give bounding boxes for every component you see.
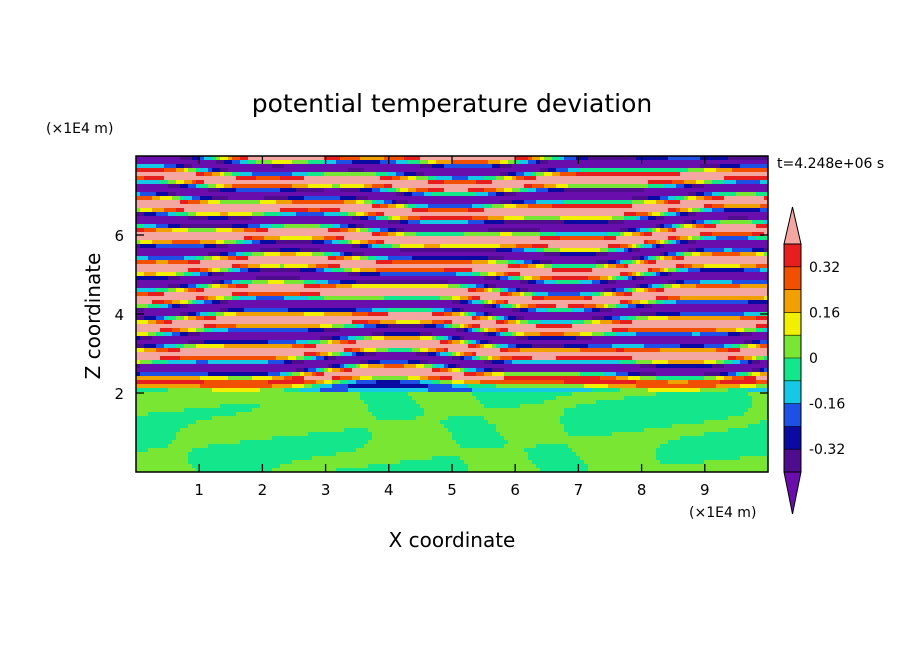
colorbar-under-arrow <box>783 471 802 515</box>
colorbar-tick-label: 0.16 <box>809 305 840 321</box>
colorbar-over-arrow <box>783 206 802 245</box>
colorbar-tick-label: 0 <box>809 351 818 367</box>
colorbar-swatch <box>784 266 801 290</box>
x-tick-label: 6 <box>510 481 520 499</box>
colorbar: 0.32 0.16 0 -0.16 -0.32 <box>783 206 845 515</box>
colorbar-swatch <box>784 380 801 404</box>
colorbar-swatch <box>784 403 801 427</box>
colorbar-swatch <box>784 289 801 313</box>
colorbar-tick-label: -0.32 <box>809 442 845 458</box>
colorbar-swatch <box>784 426 801 450</box>
y-tick-label: 2 <box>114 385 124 403</box>
colorbar-swatch <box>784 335 801 359</box>
plot-area: 1 2 3 4 5 6 7 8 9 2 4 6 <box>114 155 769 499</box>
colorbar-tick-label: 0.32 <box>809 260 840 276</box>
time-label: t=4.248e+06 s <box>777 156 884 172</box>
chart-title: potential temperature deviation <box>252 89 652 118</box>
x-tick-label: 3 <box>321 481 331 499</box>
x-axis-ticks: 1 2 3 4 5 6 7 8 9 <box>194 156 710 499</box>
y-tick-label: 4 <box>114 306 124 324</box>
colorbar-swatch <box>784 449 801 473</box>
colorbar-tick-label: -0.16 <box>809 397 845 413</box>
colorbar-swatch <box>784 244 801 268</box>
y-unit-label: (×1E4 m) <box>46 121 113 137</box>
x-tick-label: 5 <box>447 481 457 499</box>
x-tick-label: 9 <box>700 481 710 499</box>
x-tick-label: 4 <box>384 481 394 499</box>
x-unit-label: (×1E4 m) <box>689 505 756 521</box>
y-axis-label: Z coordinate <box>81 253 105 380</box>
contour-field <box>136 156 768 472</box>
y-axis-ticks: 2 4 6 <box>114 227 768 403</box>
x-tick-label: 8 <box>637 481 647 499</box>
x-tick-label: 1 <box>194 481 204 499</box>
x-axis-label: X coordinate <box>389 528 516 552</box>
colorbar-swatch <box>784 358 801 382</box>
x-tick-label: 2 <box>258 481 268 499</box>
x-tick-label: 7 <box>574 481 584 499</box>
colorbar-swatch <box>784 312 801 336</box>
y-tick-label: 6 <box>114 227 124 245</box>
